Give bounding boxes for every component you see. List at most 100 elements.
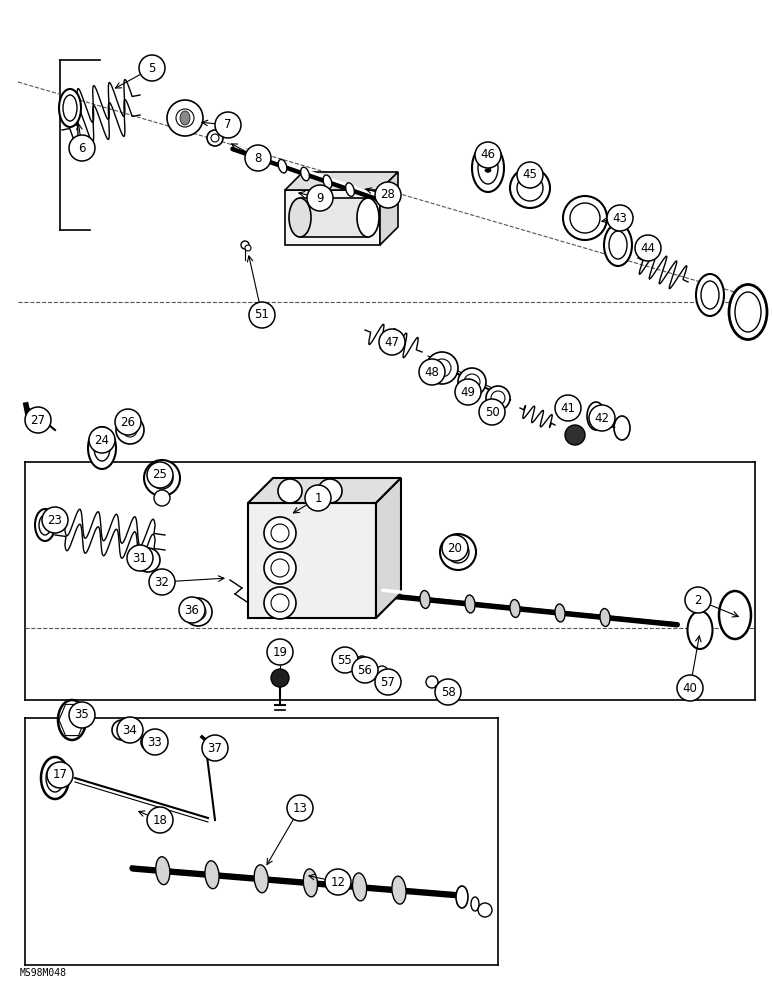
Circle shape	[376, 666, 388, 678]
Ellipse shape	[696, 274, 724, 316]
Ellipse shape	[35, 509, 55, 541]
Circle shape	[635, 235, 661, 261]
Circle shape	[149, 569, 175, 595]
Circle shape	[318, 479, 342, 503]
Circle shape	[485, 164, 488, 167]
Text: 2: 2	[694, 593, 702, 606]
Circle shape	[278, 479, 302, 503]
Ellipse shape	[94, 435, 110, 461]
Text: 18: 18	[153, 814, 168, 826]
FancyArrowPatch shape	[383, 595, 677, 625]
Circle shape	[154, 490, 170, 506]
Circle shape	[207, 130, 223, 146]
Text: 28: 28	[381, 188, 395, 202]
FancyArrowPatch shape	[133, 863, 455, 890]
Ellipse shape	[346, 183, 354, 196]
Circle shape	[241, 241, 249, 249]
Circle shape	[433, 359, 451, 377]
Ellipse shape	[456, 886, 468, 908]
Circle shape	[127, 545, 153, 571]
Circle shape	[215, 112, 241, 138]
Ellipse shape	[447, 541, 469, 563]
Circle shape	[264, 587, 296, 619]
Circle shape	[488, 169, 491, 172]
FancyArrowPatch shape	[133, 868, 455, 895]
Text: 44: 44	[641, 241, 655, 254]
Ellipse shape	[472, 144, 504, 192]
Circle shape	[488, 164, 491, 167]
Circle shape	[190, 604, 206, 620]
Text: 19: 19	[273, 646, 287, 658]
Polygon shape	[380, 172, 398, 245]
Circle shape	[112, 720, 132, 740]
Text: 46: 46	[480, 148, 496, 161]
Text: 33: 33	[147, 736, 162, 748]
Circle shape	[589, 405, 615, 431]
Circle shape	[176, 109, 194, 127]
Text: 57: 57	[381, 676, 395, 688]
Circle shape	[271, 559, 289, 577]
Circle shape	[419, 359, 445, 385]
Text: 32: 32	[154, 576, 169, 588]
Polygon shape	[376, 478, 401, 618]
Ellipse shape	[614, 416, 630, 440]
Circle shape	[375, 669, 401, 695]
Circle shape	[145, 737, 155, 747]
Ellipse shape	[587, 402, 605, 430]
Circle shape	[491, 391, 505, 405]
Text: 1: 1	[314, 491, 322, 504]
Circle shape	[478, 903, 492, 917]
Circle shape	[245, 145, 271, 171]
FancyArrowPatch shape	[232, 149, 378, 199]
Text: 51: 51	[255, 308, 269, 322]
Ellipse shape	[510, 600, 520, 617]
Circle shape	[142, 729, 168, 755]
Ellipse shape	[701, 281, 719, 309]
Circle shape	[69, 135, 95, 161]
Circle shape	[271, 594, 289, 612]
Text: 56: 56	[357, 664, 372, 676]
Circle shape	[464, 374, 480, 390]
Circle shape	[339, 648, 351, 660]
Text: 13: 13	[293, 802, 307, 814]
Circle shape	[517, 162, 543, 188]
Ellipse shape	[289, 198, 311, 237]
Ellipse shape	[205, 861, 219, 889]
Ellipse shape	[609, 231, 627, 259]
Text: 42: 42	[594, 412, 610, 424]
Ellipse shape	[151, 467, 173, 489]
Ellipse shape	[555, 604, 565, 622]
Circle shape	[426, 676, 438, 688]
Circle shape	[184, 598, 212, 626]
Circle shape	[458, 368, 486, 396]
Circle shape	[245, 245, 251, 251]
Circle shape	[455, 379, 481, 405]
Circle shape	[136, 548, 160, 572]
Text: 34: 34	[123, 724, 137, 736]
FancyArrowPatch shape	[383, 590, 677, 620]
Circle shape	[426, 352, 458, 384]
Ellipse shape	[256, 152, 264, 165]
Circle shape	[47, 762, 73, 788]
Circle shape	[379, 329, 405, 355]
Ellipse shape	[517, 175, 543, 201]
Circle shape	[486, 169, 489, 172]
Ellipse shape	[729, 284, 767, 340]
Circle shape	[685, 587, 711, 613]
Text: 5: 5	[148, 62, 156, 75]
Text: 17: 17	[52, 768, 67, 782]
Circle shape	[677, 675, 703, 701]
Circle shape	[116, 416, 144, 444]
Text: 47: 47	[384, 336, 399, 349]
Ellipse shape	[510, 168, 550, 208]
Text: 9: 9	[317, 192, 323, 205]
Text: 50: 50	[485, 406, 499, 418]
Ellipse shape	[353, 873, 367, 901]
Circle shape	[607, 205, 633, 231]
Bar	[285, 190, 380, 245]
Circle shape	[123, 423, 137, 437]
Circle shape	[352, 657, 378, 683]
Text: 35: 35	[75, 708, 90, 722]
Ellipse shape	[440, 534, 476, 570]
Ellipse shape	[63, 95, 77, 121]
